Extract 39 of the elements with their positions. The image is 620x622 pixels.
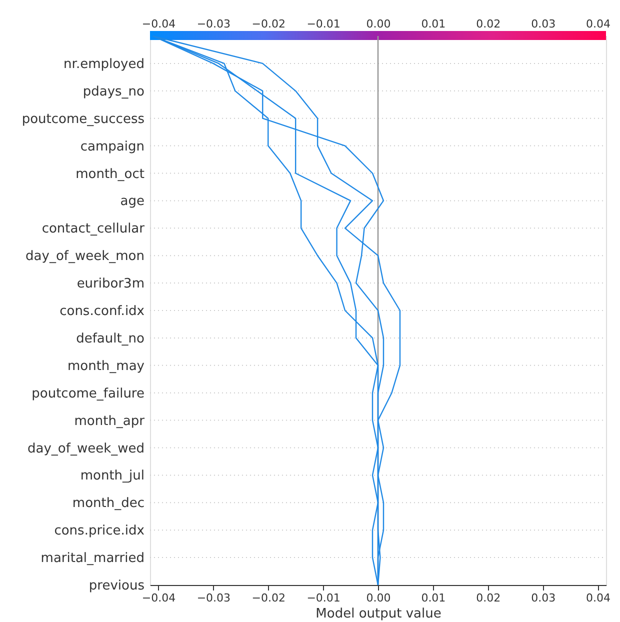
y-tick-label: previous bbox=[88, 578, 145, 594]
y-tick-label: campaign bbox=[80, 139, 144, 154]
y-tick-label: poutcome_failure bbox=[32, 386, 144, 402]
x-tick-label: −0.02 bbox=[252, 592, 286, 604]
y-tick-label: month_dec bbox=[72, 496, 144, 512]
y-tick-label: poutcome_success bbox=[22, 112, 145, 127]
color-bar-label: −0.01 bbox=[306, 18, 340, 30]
color-bar-label: 0.03 bbox=[531, 18, 556, 30]
y-tick-label: nr.employed bbox=[64, 56, 144, 72]
y-tick-label: pdays_no bbox=[82, 84, 145, 100]
color-bar-label: −0.03 bbox=[196, 18, 231, 30]
y-tick-label: default_no bbox=[76, 331, 145, 346]
y-tick-label: month_may bbox=[67, 358, 145, 374]
x-tick-label: −0.01 bbox=[306, 592, 340, 604]
color-bar-label: −0.02 bbox=[252, 18, 286, 30]
color-bar-label: −0.04 bbox=[142, 18, 176, 30]
x-tick-label: −0.03 bbox=[196, 592, 231, 604]
x-axis-title: Model output value bbox=[316, 606, 442, 622]
x-tick-label: 0.04 bbox=[586, 592, 611, 604]
y-tick-label: contact_cellular bbox=[42, 222, 146, 237]
x-tick-label: 0.03 bbox=[531, 592, 556, 604]
x-tick-label: 0.01 bbox=[421, 592, 446, 604]
y-tick-label: month_oct bbox=[76, 166, 144, 182]
y-tick-label: cons.price.idx bbox=[54, 524, 145, 539]
color-bar-label: 0.00 bbox=[366, 18, 391, 30]
color-bar-label: 0.02 bbox=[476, 18, 501, 30]
y-tick-label: day_of_week_wed bbox=[28, 441, 144, 456]
y-tick-label: day_of_week_mon bbox=[26, 249, 144, 264]
color-bar-label: 0.01 bbox=[421, 18, 446, 30]
y-tick-label: age bbox=[120, 194, 144, 210]
x-tick-label: −0.04 bbox=[142, 592, 176, 604]
x-tick-label: 0.02 bbox=[476, 592, 501, 604]
y-tick-label: euribor3m bbox=[76, 276, 144, 292]
y-tick-label: marital_married bbox=[40, 551, 144, 566]
y-tick-label: cons.conf.idx bbox=[60, 304, 145, 319]
x-tick-label: 0.00 bbox=[366, 592, 391, 604]
color-bar-label: 0.04 bbox=[586, 18, 611, 30]
y-tick-label: month_apr bbox=[74, 414, 146, 429]
y-tick-label: month_jul bbox=[80, 468, 144, 484]
